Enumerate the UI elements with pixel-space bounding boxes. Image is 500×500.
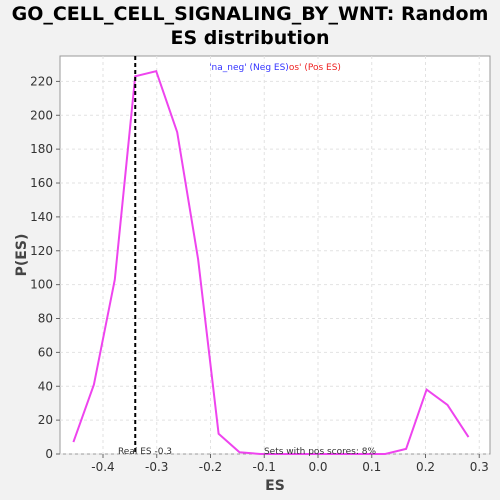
y-tick-label: 0 [45, 447, 53, 461]
legend: 'na_neg' (Neg ES)os' (Pos ES) [209, 63, 341, 73]
pos-scores-label: Sets with pos scores: 8% [264, 447, 377, 457]
y-tick-label: 120 [30, 244, 53, 258]
x-tick-label: 0.2 [416, 460, 435, 474]
grid-lines [60, 56, 490, 455]
chart-title: GO_CELL_CELL_SIGNALING_BY_WNT: Random ES… [0, 2, 500, 50]
y-tick-label: 80 [38, 312, 53, 326]
y-tick-label: 60 [38, 345, 53, 359]
legend-pos-label: os' (Pos ES) [289, 63, 341, 73]
x-tick-label: -0.4 [91, 460, 114, 474]
chart-title-line1: GO_CELL_CELL_SIGNALING_BY_WNT: Random [11, 3, 489, 25]
x-tick-label: 0.3 [470, 460, 489, 474]
y-tick-label: 160 [30, 176, 53, 190]
x-tick-label: -0.2 [199, 460, 222, 474]
x-tick-label: 0.1 [362, 460, 381, 474]
y-axis-label: P(ES) [14, 234, 30, 277]
legend-neg-label: 'na_neg' (Neg ES) [209, 63, 289, 73]
chart-title-line2: ES distribution [170, 27, 330, 49]
plot-area [59, 55, 491, 455]
x-axis: -0.4 -0.3 -0.2 -0.1 0.0 0.1 0.2 0.3 [91, 454, 489, 474]
x-axis-label: ES [265, 478, 285, 494]
x-tick-label: -0.1 [253, 460, 276, 474]
y-axis: 0 20 40 60 80 100 120 140 160 180 200 220 [30, 74, 60, 461]
y-tick-label: 180 [30, 142, 53, 156]
y-tick-label: 140 [30, 210, 53, 224]
y-tick-label: 100 [30, 278, 53, 292]
y-tick-label: 20 [38, 413, 53, 427]
y-tick-label: 40 [38, 379, 53, 393]
y-tick-label: 200 [30, 108, 53, 122]
es-distribution-line [72, 70, 470, 455]
real-es-label: Real ES -0.3 [118, 447, 172, 457]
series-layer [72, 70, 470, 455]
y-tick-label: 220 [30, 74, 53, 88]
x-tick-label: 0.0 [308, 460, 327, 474]
x-tick-label: -0.3 [145, 460, 168, 474]
